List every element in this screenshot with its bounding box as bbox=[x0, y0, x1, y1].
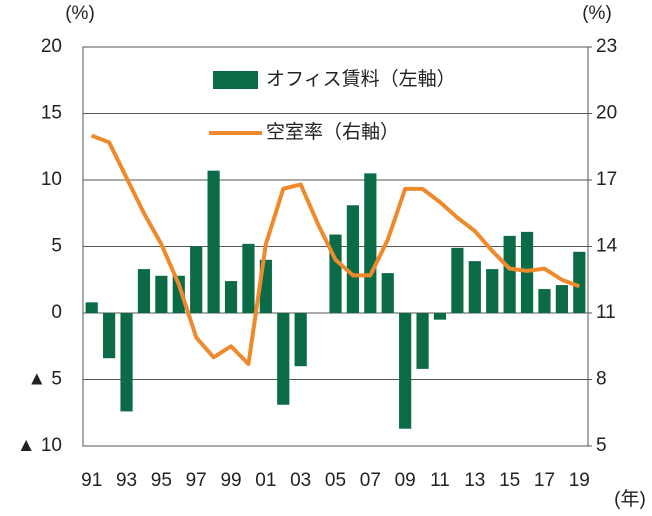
bar bbox=[433, 313, 447, 320]
x-tick-label: 07 bbox=[360, 470, 381, 491]
bar bbox=[329, 234, 342, 313]
x-tick-label: 09 bbox=[395, 470, 416, 491]
bar bbox=[224, 281, 238, 313]
x-tick-label: 03 bbox=[290, 470, 311, 491]
y2-tick-label: 14 bbox=[596, 236, 618, 257]
y2-tick-label: 11 bbox=[596, 302, 616, 323]
bar bbox=[137, 269, 151, 313]
bar bbox=[85, 302, 98, 313]
x-tick-label: 01 bbox=[255, 470, 276, 491]
bar bbox=[294, 313, 307, 367]
y2-tick-label: 8 bbox=[596, 369, 607, 390]
bar bbox=[486, 269, 499, 313]
bar bbox=[155, 275, 168, 313]
bar bbox=[538, 289, 551, 313]
bar bbox=[242, 243, 255, 313]
y2-tick-label: 17 bbox=[596, 169, 617, 190]
legend-swatch bbox=[213, 71, 258, 89]
y-tick-label: ▲ 10 bbox=[17, 435, 62, 456]
bar bbox=[103, 313, 116, 359]
y-tick-label: ▲ 5 bbox=[27, 369, 62, 390]
bar bbox=[364, 173, 377, 313]
y2-tick-label: 23 bbox=[596, 36, 617, 57]
x-tick-label: 97 bbox=[186, 470, 207, 491]
y2-unit: (%) bbox=[582, 3, 612, 24]
bar bbox=[346, 205, 360, 313]
legend-label: オフィス賃料（左軸） bbox=[266, 68, 456, 90]
bar bbox=[573, 251, 586, 313]
y-tick-label: 20 bbox=[41, 36, 62, 57]
y2-tick-label: 5 bbox=[596, 435, 607, 456]
x-tick-label: 93 bbox=[116, 470, 137, 491]
y-unit: (%) bbox=[65, 3, 95, 24]
bar bbox=[416, 313, 429, 369]
x-tick-label: 15 bbox=[499, 470, 520, 491]
x-tick-label: 17 bbox=[534, 470, 555, 491]
x-unit: (年) bbox=[614, 488, 646, 510]
bar bbox=[555, 285, 568, 313]
y2-tick-label: 20 bbox=[596, 103, 617, 124]
x-tick-label: 13 bbox=[464, 470, 485, 491]
x-tick-label: 19 bbox=[569, 470, 590, 491]
bar bbox=[277, 313, 290, 405]
y-tick-label: 0 bbox=[51, 302, 62, 323]
bar bbox=[120, 313, 133, 412]
x-tick-label: 05 bbox=[325, 470, 346, 491]
bar bbox=[381, 273, 394, 313]
bar bbox=[190, 246, 203, 313]
x-tick-label: 11 bbox=[430, 470, 450, 491]
bar bbox=[503, 235, 516, 313]
x-tick-label: 95 bbox=[151, 470, 172, 491]
bar bbox=[172, 275, 185, 313]
line bbox=[90, 133, 581, 366]
y-tick-label: 15 bbox=[41, 103, 62, 124]
x-tick-label: 99 bbox=[220, 470, 241, 491]
legend-label: 空室率（右軸） bbox=[266, 121, 399, 143]
y-tick-label: 5 bbox=[51, 236, 62, 257]
bar bbox=[451, 247, 464, 313]
x-tick-label: 91 bbox=[81, 470, 102, 491]
bar bbox=[468, 261, 481, 313]
bar bbox=[207, 170, 220, 313]
y-tick-label: 10 bbox=[41, 169, 62, 190]
bar bbox=[399, 313, 412, 429]
plot-frame bbox=[82, 46, 589, 447]
